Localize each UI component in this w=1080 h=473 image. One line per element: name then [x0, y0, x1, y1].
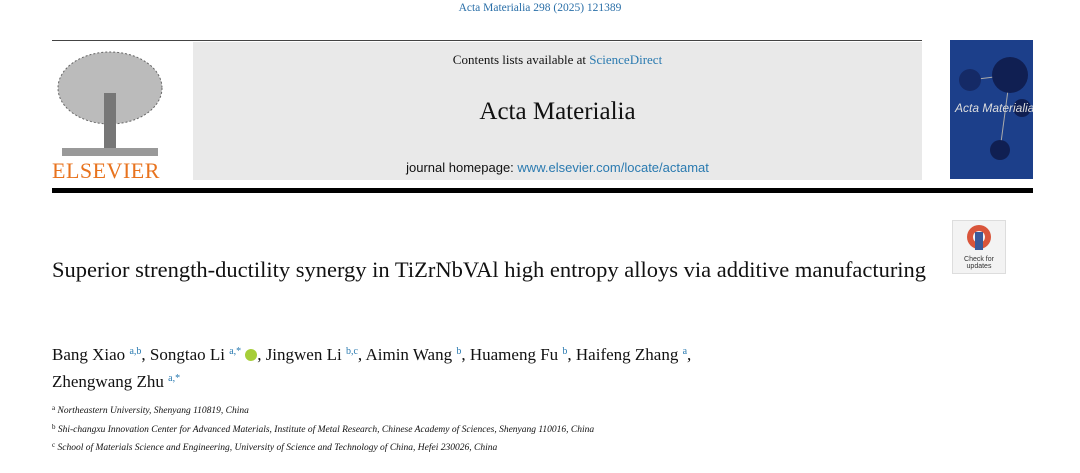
cover-title: Acta Materialia	[954, 101, 1033, 115]
elsevier-tree-logo	[57, 51, 163, 156]
author-separator: ,	[141, 345, 146, 364]
sciencedirect-link[interactable]: ScienceDirect	[589, 52, 663, 67]
publisher-logo: ELSEVIER	[52, 158, 160, 183]
author-affil-mark[interactable]: a	[682, 346, 688, 357]
journal-cover: Acta Materialia	[950, 40, 1033, 179]
affiliation-mark: b	[52, 422, 56, 431]
author-name: Aimin Wang	[365, 345, 453, 364]
check-icon	[967, 225, 991, 250]
author-affil-mark[interactable]: a,*	[229, 346, 242, 357]
author-name: Huameng Fu	[469, 345, 559, 364]
check-text: updates	[966, 263, 992, 270]
author-affil-mark[interactable]: a,*	[168, 373, 181, 384]
author-separator: ,	[357, 345, 363, 364]
affiliation-text: School of Materials Science and Engineer…	[57, 443, 498, 453]
affiliation: a Northeastern University, Shenyang 1108…	[52, 401, 594, 420]
author-list: Bang Xiao a,b, Songtao Li a,*, Jingwen L…	[52, 340, 952, 394]
affiliation-mark: a	[52, 404, 56, 412]
author-name: Zhengwang Zhu	[52, 372, 164, 391]
homepage-line: journal homepage: www.elsevier.com/locat…	[193, 160, 922, 175]
author-separator: ,	[687, 345, 692, 364]
author-name: Songtao Li	[149, 345, 225, 364]
rule	[52, 40, 922, 41]
author-affil-mark[interactable]: b,c	[345, 346, 358, 357]
author-name: Haifeng Zhang	[575, 345, 679, 364]
orcid-icon[interactable]	[245, 349, 258, 361]
author-affil-mark[interactable]: b	[562, 346, 568, 357]
author-name: Bang Xiao	[52, 345, 126, 364]
article-title: Superior strength-ductility synergy in T…	[52, 257, 927, 282]
author-separator: ,	[461, 345, 466, 364]
affiliation-text: Northeastern University, Shenyang 110819…	[57, 406, 249, 416]
affiliation: b Shi-changxu Innovation Center for Adva…	[52, 420, 594, 439]
author-affil-mark[interactable]: a,b	[129, 346, 142, 357]
journal-banner	[193, 42, 922, 180]
affiliation-mark: c	[52, 441, 56, 449]
affiliation: c School of Materials Science and Engine…	[52, 438, 594, 457]
author-separator: ,	[257, 345, 262, 364]
thick-rule	[52, 188, 1033, 193]
author-affil-mark[interactable]: b	[456, 346, 462, 357]
affiliation-text: Shi-changxu Innovation Center for Advanc…	[57, 424, 595, 435]
homepage-link[interactable]: www.elsevier.com/locate/actamat	[517, 160, 709, 175]
homepage-prefix: journal homepage:	[406, 160, 518, 175]
check-for-updates[interactable]: Check for updates	[952, 220, 1006, 274]
affiliation-list: a Northeastern University, Shenyang 1108…	[52, 401, 594, 457]
check-text: Check for	[964, 256, 994, 263]
journal-title: Acta Materialia	[479, 98, 636, 125]
contents-line: Contents lists available at ScienceDirec…	[193, 52, 922, 68]
running-head: Acta Materialia 298 (2025) 121389	[458, 2, 622, 14]
author-name: Jingwen Li	[265, 345, 342, 364]
author-separator: ,	[567, 345, 572, 364]
contents-prefix: Contents lists available at	[452, 52, 590, 67]
